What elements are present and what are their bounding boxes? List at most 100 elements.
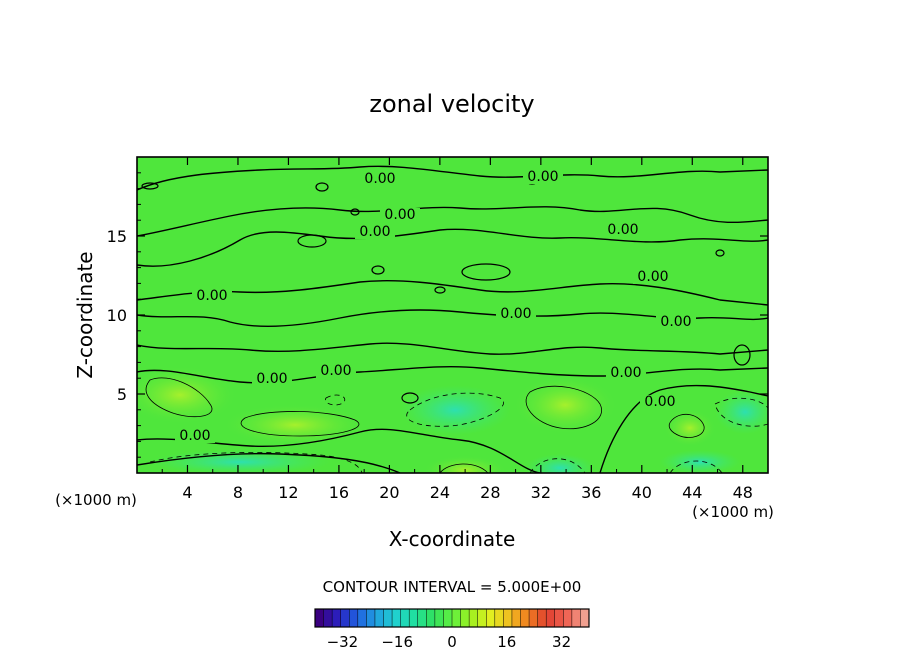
field-feature-cyan [660, 450, 740, 473]
colorbar-segment [486, 609, 496, 627]
colorbar-segment [443, 609, 453, 627]
contour-line [137, 228, 768, 267]
contour-line [137, 280, 768, 306]
contour-line [439, 463, 489, 473]
contour-label-bg [523, 170, 563, 184]
field-feature-cyan [715, 390, 768, 434]
contour-line [715, 249, 725, 257]
contour-line [240, 411, 360, 437]
contour-label-bg [355, 225, 395, 239]
contour-lines-thin [145, 377, 705, 473]
x-tick-label: 40 [632, 483, 652, 502]
contour-label-bg [656, 315, 696, 329]
contour-line [324, 394, 346, 406]
colorbar-segment [340, 609, 350, 627]
colorbar-segment [511, 609, 521, 627]
x-tick-label: 24 [430, 483, 450, 502]
colorbar-segment [469, 609, 478, 627]
contour-label: 0.00 [527, 169, 558, 185]
x-tick-label: 12 [278, 483, 298, 502]
y-tick-label: 15 [107, 227, 127, 246]
contour-line [669, 460, 723, 473]
colorbar-tick-label: −16 [381, 633, 413, 651]
colorbar-segment [537, 609, 547, 627]
colorbar-tick-label: 16 [497, 633, 516, 651]
x-tick-label: 16 [329, 483, 349, 502]
colorbar-segment [366, 609, 376, 627]
colorbar-segment [434, 609, 444, 627]
x-tick-label: 44 [682, 483, 702, 502]
colorbar-segment [494, 609, 504, 627]
x-tick-label: 4 [182, 483, 192, 502]
colorbar-segment [554, 609, 564, 627]
colorbar-tick-label: 0 [447, 633, 457, 651]
contour-labels: 0.00 0.00 0.00 0.00 0.00 0.00 0.00 0.00 0.00 0.00… [175, 169, 696, 444]
z-unit-label: (×1000 m) [55, 491, 137, 509]
contour-line [145, 377, 213, 417]
y-axis-label: Z-coordinate [73, 251, 97, 378]
contour-label: 0.00 [644, 394, 675, 410]
field-feature-cyan [400, 385, 510, 435]
colorbar-segment [315, 609, 324, 627]
contour-label-bg [252, 372, 292, 386]
colorbar-segment [460, 609, 470, 627]
contour-line [137, 206, 768, 237]
contour-label: 0.00 [196, 288, 227, 304]
contour-line [733, 344, 751, 366]
contour-label-bg [192, 289, 232, 303]
contour-line [461, 263, 511, 281]
colorbar-segment [392, 609, 401, 627]
contour-line [297, 234, 327, 248]
contour-label: 0.00 [256, 371, 287, 387]
y-axis: 5 10 15 [107, 172, 768, 458]
x-tick-label: 20 [379, 483, 399, 502]
x-axis: 4 8 12 16 20 24 28 32 36 40 44 48 [161, 157, 753, 502]
contour-line [434, 286, 446, 294]
contour-label: 0.00 [179, 428, 210, 444]
y-tick-label: 10 [107, 306, 127, 325]
x-tick-label: 28 [480, 483, 500, 502]
contour-label-bg [606, 366, 646, 380]
contour-label: 0.00 [364, 171, 395, 187]
contour-label: 0.00 [500, 306, 531, 322]
contour-lines-dashed [149, 392, 768, 473]
field-feature-yellow [225, 405, 365, 445]
contour-line [529, 458, 586, 473]
contour-label-bg [603, 223, 643, 237]
y-tick-label: 5 [117, 385, 127, 404]
x-unit-label: (×1000 m) [692, 503, 774, 521]
contour-line [401, 392, 419, 404]
contour-label: 0.00 [660, 314, 691, 330]
contour-line [371, 265, 385, 275]
colorbar-segment [349, 609, 359, 627]
contour-line [714, 397, 768, 427]
field-feature-yellow [515, 377, 615, 433]
colorbar-segment [417, 609, 427, 627]
field-feature-yellow [137, 367, 235, 423]
contour-islands [141, 175, 751, 404]
colorbar-segment [409, 609, 419, 627]
colorbar-segment [477, 609, 487, 627]
colorbar-ticks: −32 −16 0 16 32 [327, 633, 572, 651]
colorbar-segment [546, 609, 556, 627]
contour-label: 0.00 [637, 269, 668, 285]
contour-line [599, 384, 768, 473]
contour-label: 0.00 [359, 224, 390, 240]
colorbar-segment [503, 609, 513, 627]
contour-label-bg [633, 270, 673, 284]
chart-title: zonal velocity [369, 90, 534, 118]
x-tick-label: 36 [581, 483, 601, 502]
colorbar-segment [571, 609, 581, 627]
contour-line [137, 342, 768, 355]
x-tick-label: 48 [733, 483, 753, 502]
contour-line [137, 452, 401, 473]
colorbar-segment [452, 609, 461, 627]
colorbar-tick-label: −32 [327, 633, 359, 651]
colorbar [314, 608, 590, 628]
contour-line [137, 165, 768, 191]
contour-line [149, 451, 363, 473]
colorbar-tick-label: 32 [552, 633, 571, 651]
contour-line [141, 182, 159, 190]
colorbar-segment [357, 609, 367, 627]
